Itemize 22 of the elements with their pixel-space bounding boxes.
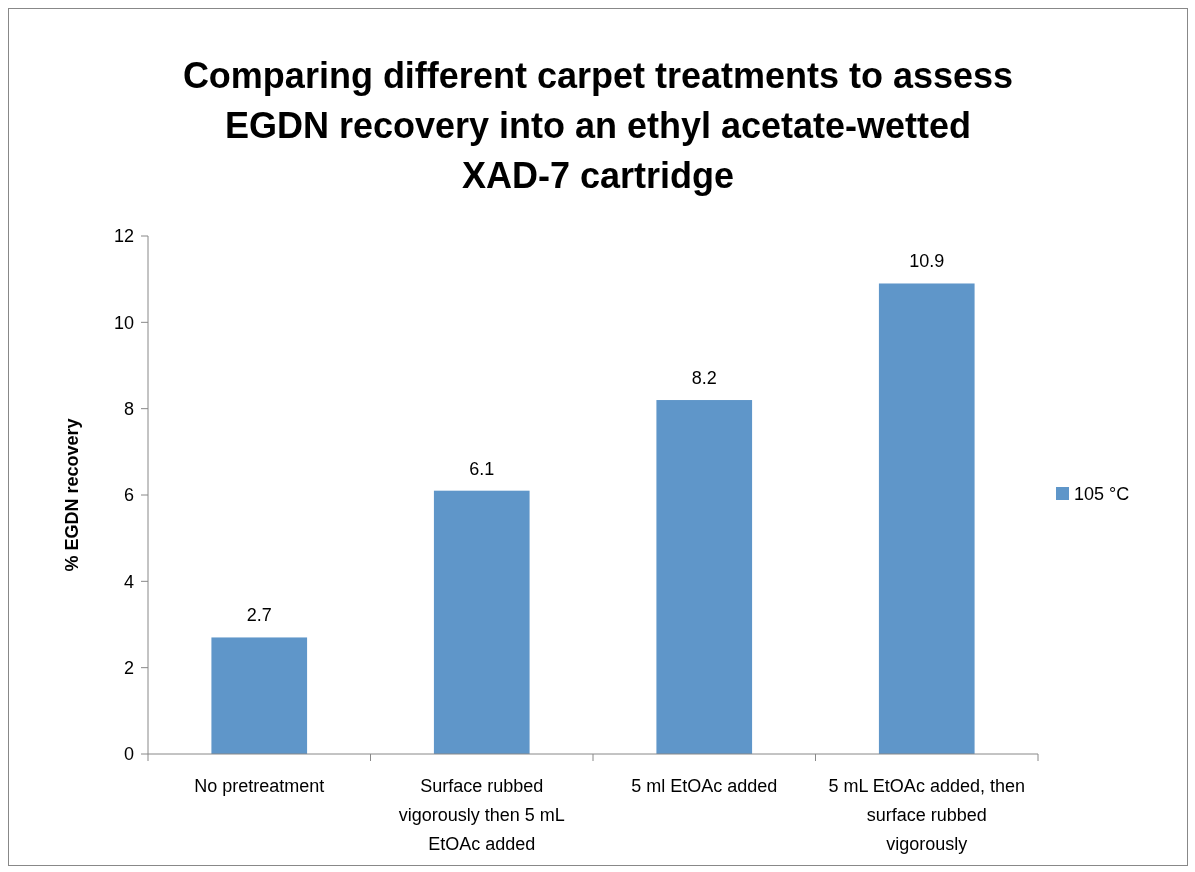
data-label: 6.1 (469, 458, 495, 479)
y-tick-label: 10 (113, 312, 134, 333)
bar (878, 283, 975, 754)
legend-label: 105 °C (1074, 484, 1130, 505)
bar (656, 400, 753, 754)
y-tick-label: 8 (123, 398, 134, 419)
x-tick-label: 5 ml EtOAc added (631, 776, 778, 796)
y-tick-label: 12 (113, 226, 134, 247)
x-tick-label: No pretreatment (194, 776, 325, 796)
bar (433, 490, 530, 754)
data-label: 2.7 (246, 605, 272, 626)
bar (211, 637, 308, 754)
data-label: 10.9 (909, 251, 945, 272)
x-tick-label: 5 mL EtOAc added, then surface rubbed vigorously (828, 776, 1025, 854)
data-label: 8.2 (691, 368, 717, 389)
chart-title: Comparing different carpet treatments to assess EGDN recovery into an ethyl acetate-wetted XAD-7 cartridge (182, 55, 1014, 196)
x-tick-label: Surface rubbed vigorously then 5 mL EtOAc added (398, 776, 565, 854)
y-tick-label: 2 (123, 657, 134, 678)
y-tick-label: 6 (123, 485, 134, 506)
y-tick-label: 0 (123, 744, 134, 765)
y-tick-label: 4 (123, 571, 134, 592)
y-axis-title: % EGDN recovery (62, 418, 82, 572)
